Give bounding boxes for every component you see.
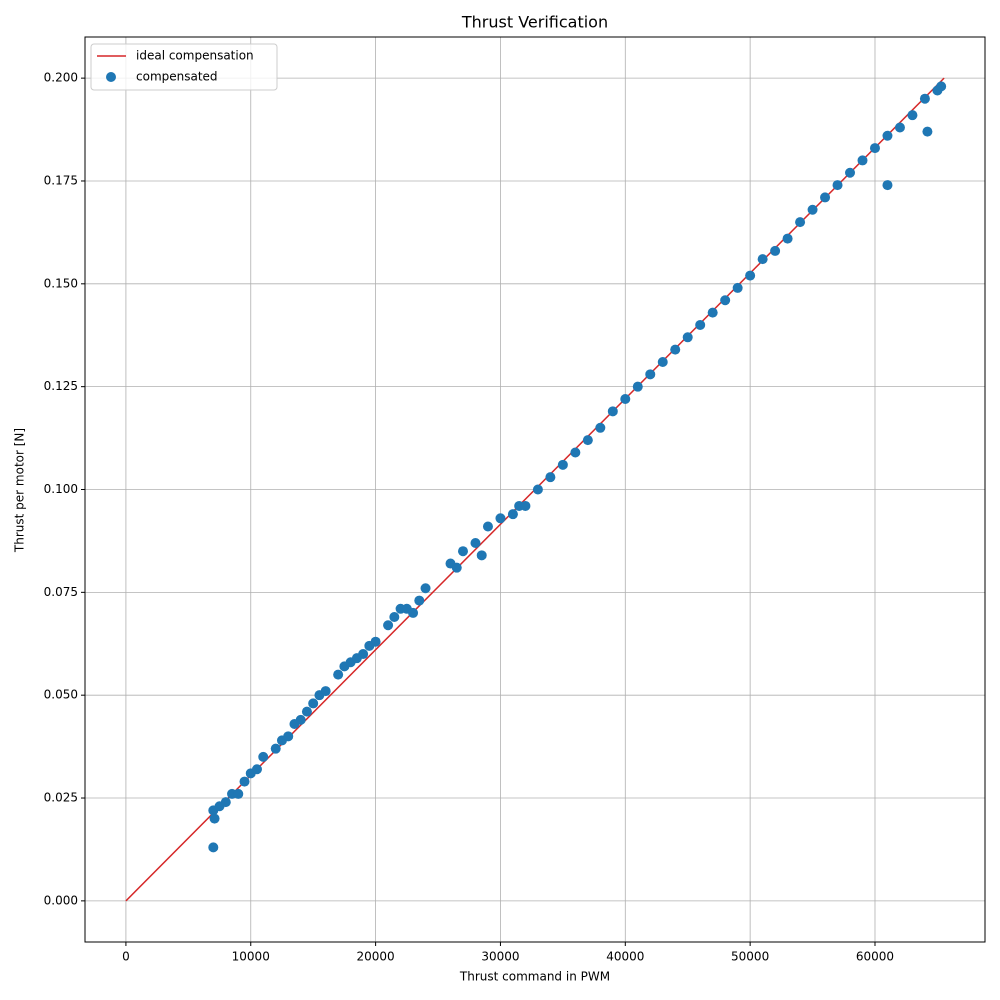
point (919, 93, 930, 104)
point (632, 381, 643, 392)
point (807, 204, 818, 215)
point (732, 282, 743, 293)
point (451, 562, 462, 573)
point (745, 270, 756, 281)
point (545, 472, 556, 483)
point (820, 192, 831, 203)
point (370, 636, 381, 647)
point (389, 612, 400, 623)
x-tick-label: 50000 (731, 950, 769, 964)
point (857, 155, 868, 166)
point (670, 344, 681, 355)
point (258, 751, 269, 762)
point (301, 706, 312, 717)
x-tick-label: 40000 (606, 950, 644, 964)
point (520, 500, 531, 511)
point (233, 788, 244, 799)
legend-marker (106, 72, 116, 82)
point (495, 513, 506, 524)
point (308, 698, 319, 709)
point (532, 484, 543, 495)
y-tick-label: 0.200 (44, 71, 78, 85)
y-tick-label: 0.100 (44, 482, 78, 496)
x-axis-label: Thrust command in PWM (459, 970, 610, 984)
point (283, 731, 294, 742)
point (882, 130, 893, 141)
point (482, 521, 493, 532)
point (720, 295, 731, 306)
point (333, 669, 344, 680)
point (570, 447, 581, 458)
point (595, 422, 606, 433)
point (657, 356, 668, 367)
point (582, 435, 593, 446)
point (414, 595, 425, 606)
point (358, 649, 369, 660)
point (383, 620, 394, 631)
point (882, 180, 893, 191)
y-tick-label: 0.050 (44, 688, 78, 702)
x-tick-label: 10000 (232, 950, 270, 964)
point (420, 583, 431, 594)
point (770, 245, 781, 256)
x-tick-label: 30000 (481, 950, 519, 964)
y-tick-label: 0.000 (44, 893, 78, 907)
point (320, 686, 331, 697)
point (757, 254, 768, 265)
point (607, 406, 618, 417)
point (209, 813, 220, 824)
y-tick-label: 0.075 (44, 585, 78, 599)
point (682, 332, 693, 343)
y-axis-label: Thrust per motor [N] (13, 428, 27, 553)
x-tick-label: 60000 (856, 950, 894, 964)
point (295, 714, 306, 725)
point (251, 764, 262, 775)
point (795, 217, 806, 228)
point (270, 743, 281, 754)
legend-box (90, 43, 278, 91)
point (845, 167, 856, 178)
point (695, 319, 706, 330)
point (922, 126, 933, 137)
x-tick-label: 0 (122, 950, 130, 964)
point (832, 180, 843, 191)
point (907, 110, 918, 121)
y-tick-label: 0.025 (44, 791, 78, 805)
point (507, 509, 518, 520)
point (557, 459, 568, 470)
point (239, 776, 250, 787)
point (208, 842, 219, 853)
point (457, 546, 468, 557)
legend-label: compensated (136, 70, 218, 84)
point (408, 607, 419, 618)
point (707, 307, 718, 318)
point (220, 797, 231, 808)
point (476, 550, 487, 561)
chart-title: Thrust Verification (461, 13, 608, 32)
x-tick-label: 20000 (357, 950, 395, 964)
point (782, 233, 793, 244)
point (894, 122, 905, 133)
legend-label: ideal compensation (136, 49, 254, 63)
point (645, 369, 656, 380)
point (869, 143, 880, 154)
point (936, 81, 947, 92)
plot-frame (84, 36, 986, 943)
point (620, 394, 631, 404)
y-tick-label: 0.175 (44, 173, 78, 187)
point (470, 537, 481, 548)
y-tick-label: 0.125 (44, 379, 78, 393)
y-tick-label: 0.150 (44, 276, 78, 290)
